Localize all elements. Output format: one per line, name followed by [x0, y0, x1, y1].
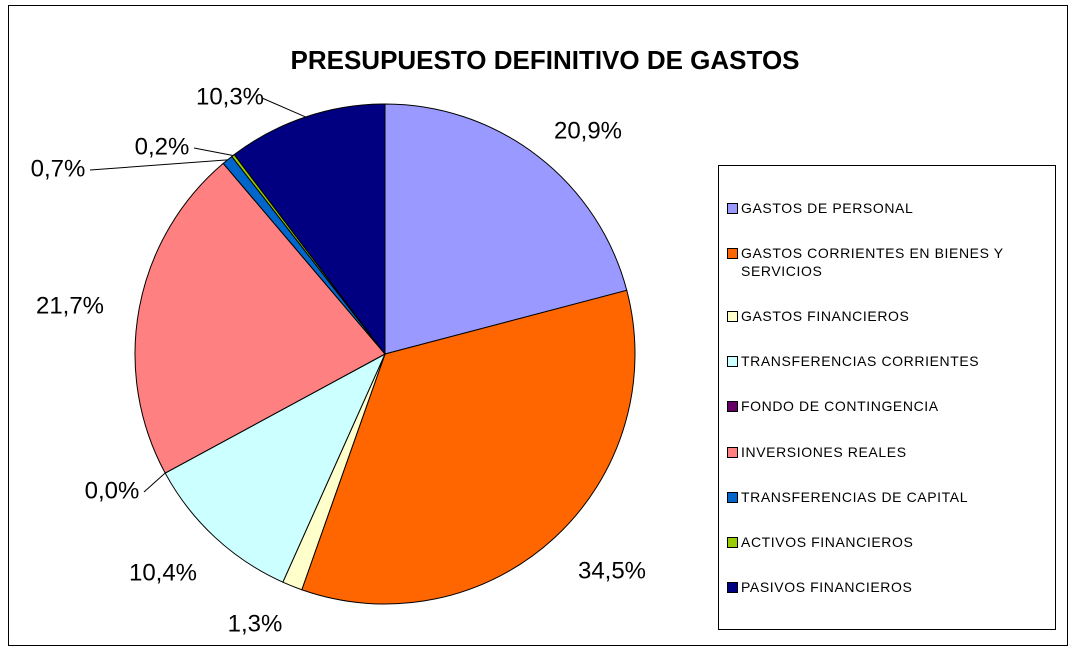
- data-label: 10,4%: [129, 559, 197, 586]
- legend-label: PASIVOS FINANCIEROS: [741, 578, 913, 595]
- legend-swatch: [727, 356, 738, 368]
- data-label: 0,2%: [135, 133, 190, 160]
- legend-label: TRANSFERENCIAS DE CAPITAL: [741, 488, 969, 505]
- legend-swatch: [727, 203, 738, 215]
- legend-label: TRANSFERENCIAS CORRIENTES: [741, 353, 980, 370]
- legend-swatch: [727, 536, 738, 548]
- chart-title: PRESUPUESTO DEFINITIVO DE GASTOS: [290, 45, 799, 75]
- legend: GASTOS DE PERSONAL GASTOS CORRIENTES EN B…: [718, 165, 1056, 630]
- legend-item: TRANSFERENCIAS CORRIENTES: [727, 352, 1047, 370]
- legend-label: FONDO DE CONTINGENCIA: [741, 398, 939, 415]
- legend-item: GASTOS FINANCIEROS: [727, 307, 1047, 325]
- legend-item: PASIVOS FINANCIEROS: [727, 578, 1047, 596]
- legend-item: ACTIVOS FINANCIEROS: [727, 533, 1047, 551]
- legend-swatch: [727, 311, 738, 323]
- data-label: 20,9%: [554, 117, 622, 144]
- frame: [8, 5, 1068, 646]
- legend-label: GASTOS FINANCIEROS: [741, 308, 910, 325]
- data-label: 21,7%: [36, 292, 104, 319]
- legend-label: INVERSIONES REALES: [741, 443, 907, 460]
- pie-slice: [164, 352, 387, 583]
- legend-item: GASTOS DE PERSONAL: [727, 199, 1047, 217]
- pie-slice: [134, 162, 386, 474]
- legend-item: INVERSIONES REALES: [727, 443, 1047, 461]
- leader-line: [193, 147, 234, 156]
- legend-swatch: [727, 446, 738, 458]
- data-label: 0,7%: [31, 155, 86, 182]
- pie-slice: [301, 289, 636, 605]
- legend-swatch: [727, 491, 738, 503]
- legend-swatch: [727, 581, 738, 593]
- leader-line: [261, 97, 306, 118]
- pie-slice: [384, 103, 628, 355]
- data-label: 0,0%: [85, 477, 140, 504]
- leader-line: [89, 159, 228, 171]
- legend-swatch: [727, 401, 738, 413]
- data-label: 1,3%: [228, 610, 283, 637]
- legend-item: TRANSFERENCIAS DE CAPITAL: [727, 488, 1047, 506]
- pie-slice: [233, 103, 386, 356]
- data-label: 34,5%: [578, 557, 646, 584]
- legend-swatch: [727, 248, 738, 260]
- data-label: 10,3%: [196, 83, 264, 110]
- legend-label: ACTIVOS FINANCIEROS: [741, 533, 914, 550]
- leader-line: [143, 472, 166, 493]
- legend-item: FONDO DE CONTINGENCIA: [727, 397, 1047, 415]
- legend-label: GASTOS DE PERSONAL: [741, 200, 914, 217]
- legend-item: GASTOS CORRIENTES EN BIENES Y SERVICIOS: [727, 244, 1047, 280]
- legend-label: GASTOS CORRIENTES EN BIENES Y SERVICIOS: [741, 245, 1004, 280]
